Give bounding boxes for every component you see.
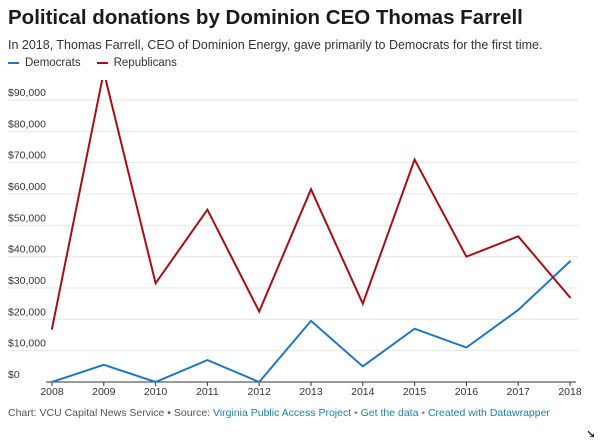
y-tick-label: $60,000 [8,181,46,193]
y-tick-label: $40,000 [8,244,46,256]
legend: Democrats Republicans [8,57,193,69]
chart-footer: Chart: VCU Capital News Service • Source… [8,407,550,419]
legend-item-democrats: Democrats [8,57,81,69]
y-tick-label: $0 [8,369,20,381]
chart-subtitle: In 2018, Thomas Farrell, CEO of Dominion… [8,38,543,52]
datawrapper-link[interactable]: Created with Datawrapper [427,407,550,419]
line-chart: $0 $10,000 $20,000 $30,000 $40,000 $50,000 $60… [8,80,582,398]
x-tick-label: 2008 [40,386,64,398]
y-tick-label: $10,000 [8,338,46,350]
x-tick-label: 2017 [507,386,531,398]
legend-label-republicans: Republicans [113,57,177,69]
legend-swatch-republicans [96,62,108,64]
footer-separator: • [418,407,428,419]
x-tick-label: 2010 [144,386,168,398]
y-tick-label: $50,000 [8,212,46,224]
resize-arrow-icon: ↘ [586,429,596,441]
legend-swatch-democrats [8,62,19,64]
y-tick-label: $80,000 [8,118,46,130]
x-tick-label: 2013 [299,386,323,398]
x-tick-label: 2014 [351,386,375,398]
series-line-republicans [51,80,571,330]
x-tick-label: 2016 [455,386,479,398]
legend-item-republicans: Republicans [96,57,177,69]
x-tick-label: 2011 [196,386,219,398]
footer-credit: Chart: VCU Capital News Service • Source… [8,407,213,419]
series-line-democrats [51,260,571,384]
chart-title: Political donations by Dominion CEO Thom… [8,6,523,29]
x-tick-label: 2015 [403,386,427,398]
y-tick-label: $20,000 [8,306,46,318]
get-data-link[interactable]: Get the data [360,407,419,419]
legend-label-democrats: Democrats [25,57,81,69]
y-tick-label: $90,000 [8,87,46,99]
source-link[interactable]: Virginia Public Access Project [213,407,352,419]
y-tick-label: $30,000 [8,275,46,287]
x-tick-label: 2009 [92,386,116,398]
x-tick-label: 2012 [248,386,272,398]
x-tick-label: 2018 [558,386,582,398]
footer-separator: • [351,407,361,419]
y-tick-label: $70,000 [8,150,46,162]
